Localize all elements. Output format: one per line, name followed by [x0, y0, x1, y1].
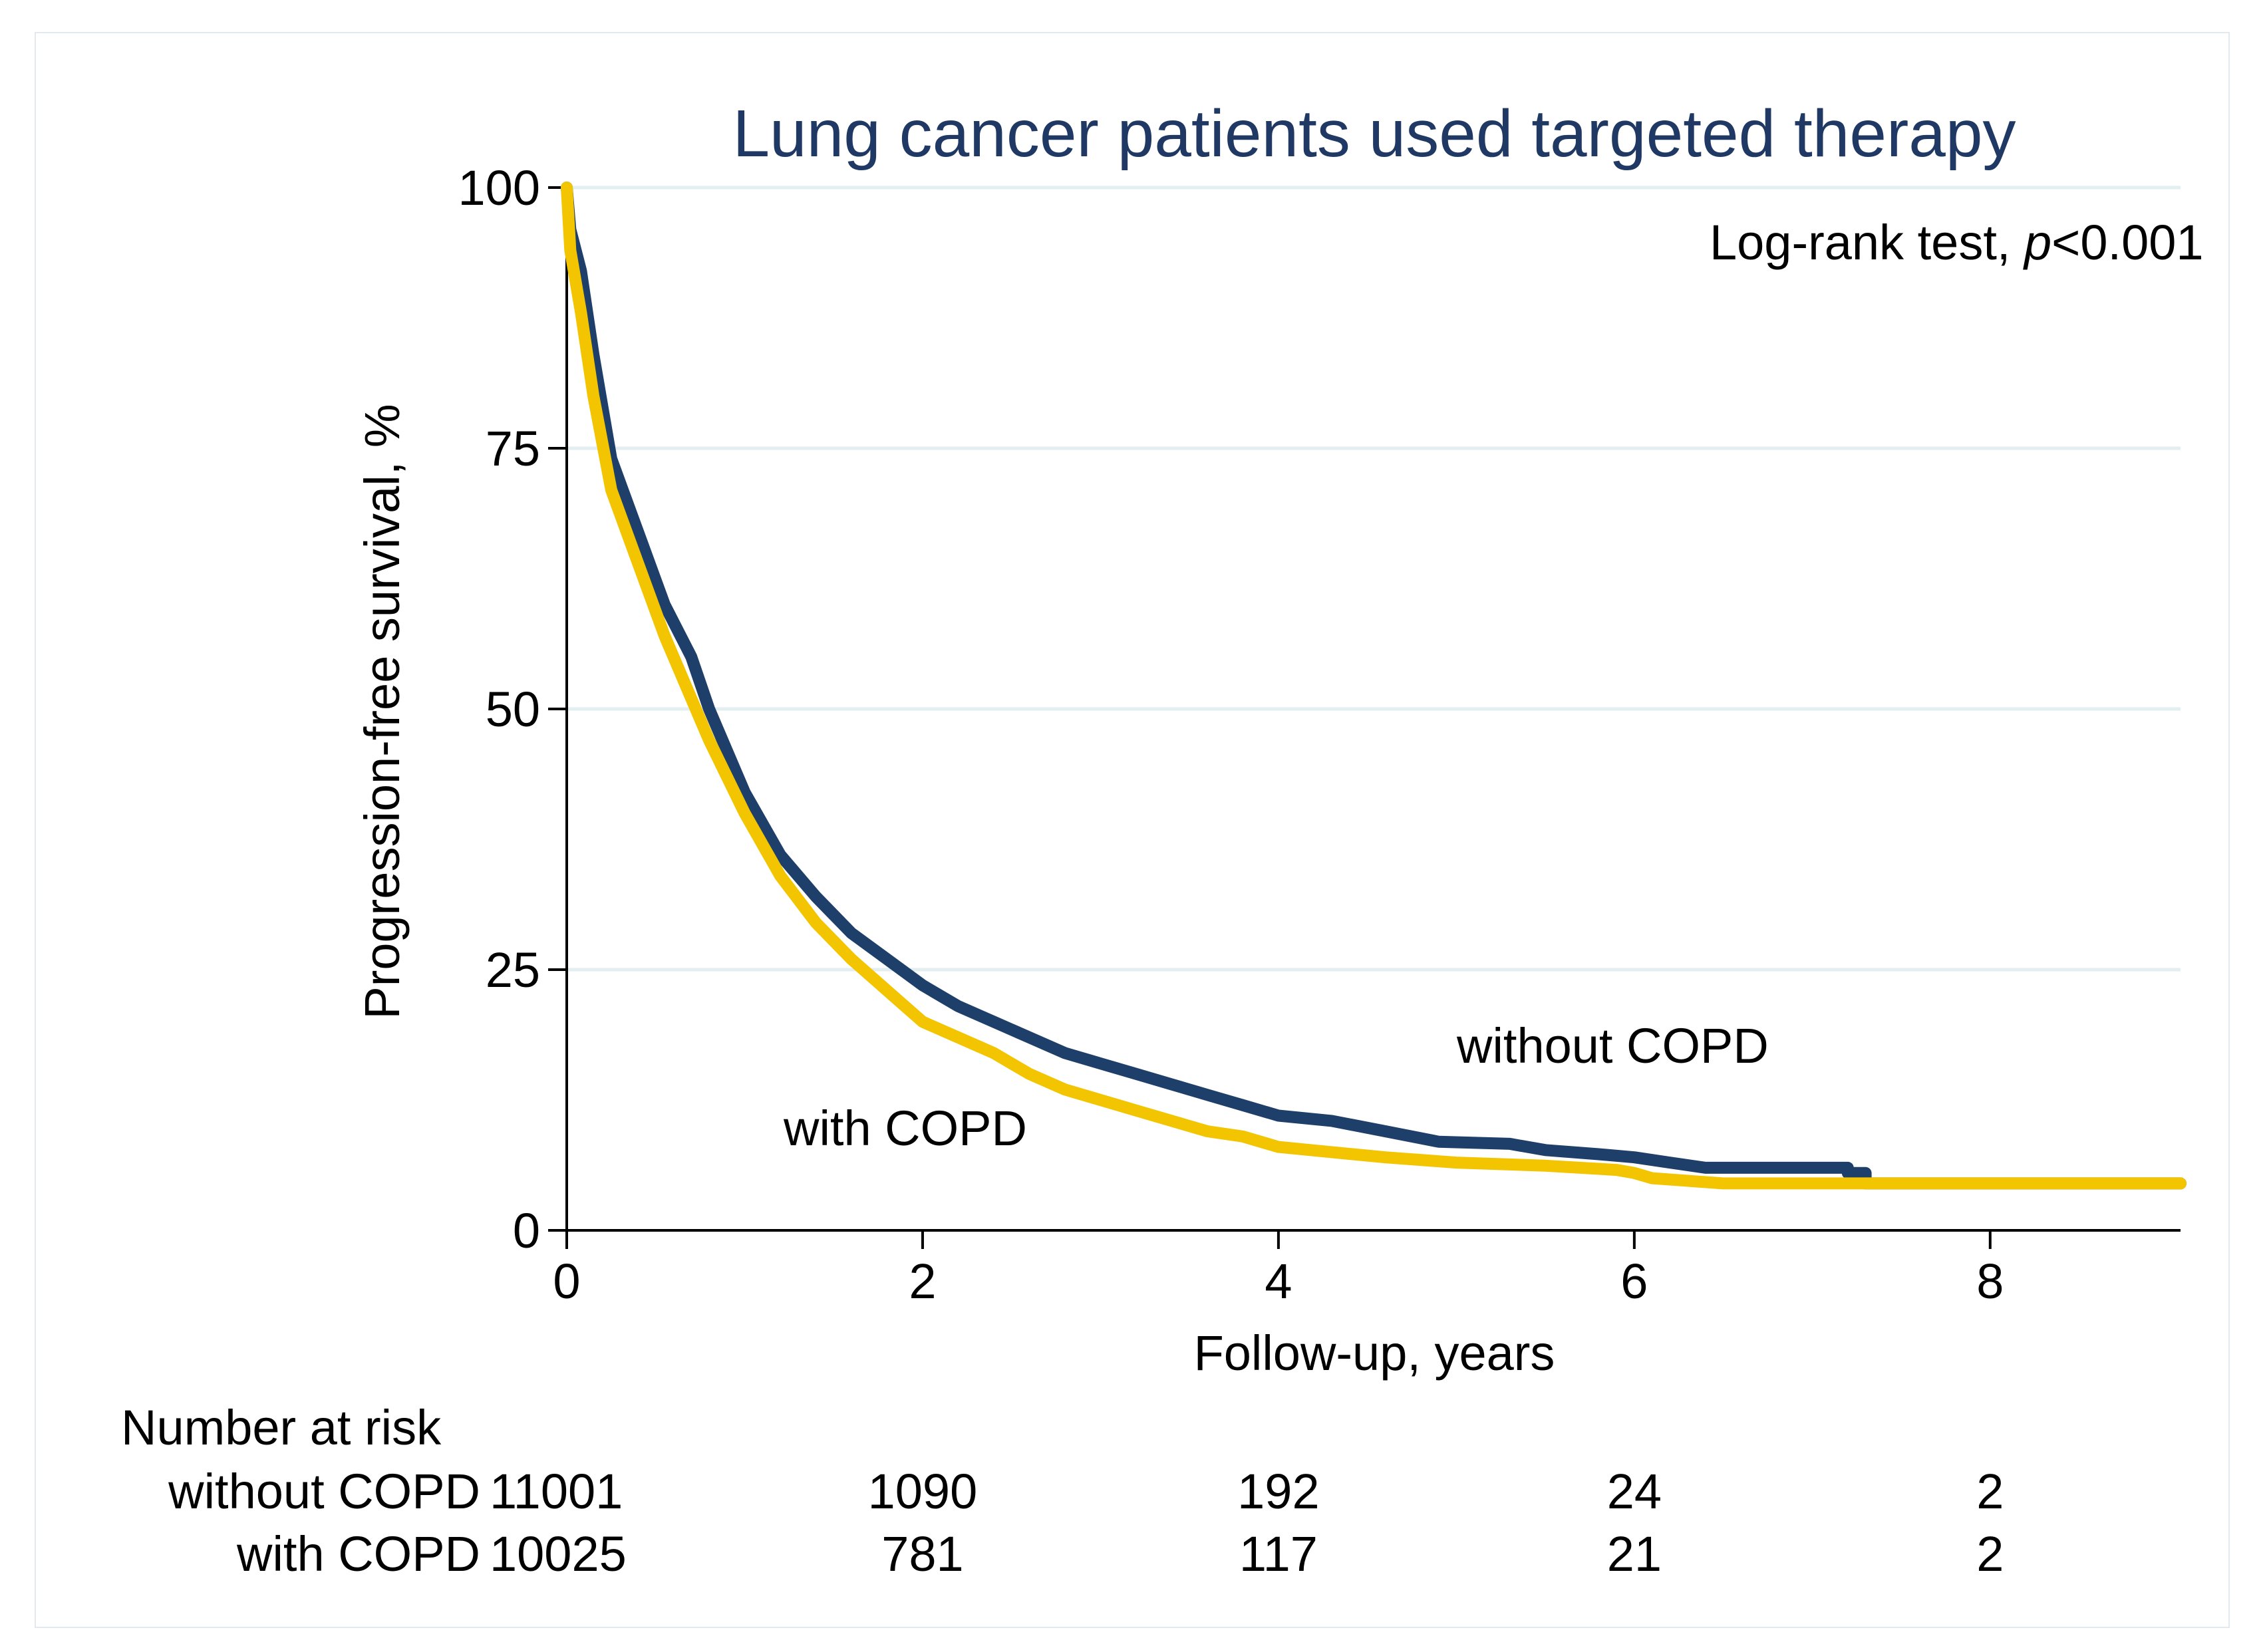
series-label-with-copd: with COPD: [783, 1101, 1027, 1156]
risk-cell: 2: [1976, 1464, 2004, 1519]
logrank-prefix: Log-rank test,: [1710, 215, 2024, 270]
logrank-p: p: [2023, 215, 2051, 270]
x-tick-label-0: 0: [553, 1254, 580, 1309]
survival-curves: [561, 182, 2187, 1190]
y-tick-label-75: 75: [486, 421, 540, 476]
y-axis-ticks: 0 25 50 75 100: [458, 160, 567, 1258]
x-tick-label-8: 8: [1976, 1254, 2004, 1309]
risk-table-header: Number at risk: [121, 1400, 442, 1455]
risk-cell: 24: [1607, 1464, 1662, 1519]
risk-cell: 2: [1976, 1526, 2004, 1582]
risk-cell: 10025: [490, 1526, 627, 1582]
risk-cell: 781: [881, 1526, 963, 1582]
series-line-without-copd: [561, 182, 2187, 1190]
chart-title: Lung cancer patients used targeted thera…: [732, 96, 2016, 171]
y-tick-label-25: 25: [486, 942, 540, 998]
risk-cell: 21: [1607, 1526, 1662, 1582]
logrank-suffix: <0.001: [2051, 215, 2203, 270]
risk-cell: 117: [1239, 1526, 1318, 1582]
x-tick-label-4: 4: [1265, 1254, 1292, 1309]
risk-table: without COPD 11001 1090 192 24 2 with COPD 1002…: [168, 1464, 2004, 1582]
series-line-with-copd: [561, 182, 2187, 1190]
series-label-without-copd: without COPD: [1456, 1018, 1769, 1073]
y-tick-label-0: 0: [513, 1203, 540, 1258]
risk-row-label: without COPD: [168, 1464, 480, 1519]
x-tick-label-2: 2: [909, 1254, 936, 1309]
risk-cell: 192: [1237, 1464, 1319, 1519]
gridlines: [567, 186, 2181, 972]
x-axis-title: Follow-up, years: [1194, 1325, 1555, 1381]
chart-frame: [35, 32, 2230, 1628]
risk-row-label: with COPD: [236, 1526, 480, 1582]
logrank-annotation: Log-rank test, p<0.001: [1710, 215, 2204, 270]
x-tick-label-6: 6: [1620, 1254, 1648, 1309]
y-axis-title: Progression-free survival, %: [355, 404, 410, 1019]
x-axis-ticks: 0 2 4 6 8: [553, 1230, 2004, 1309]
y-tick-label-100: 100: [458, 160, 540, 215]
risk-cell: 1090: [868, 1464, 978, 1519]
risk-cell: 11001: [490, 1464, 623, 1519]
y-tick-label-50: 50: [486, 682, 540, 737]
